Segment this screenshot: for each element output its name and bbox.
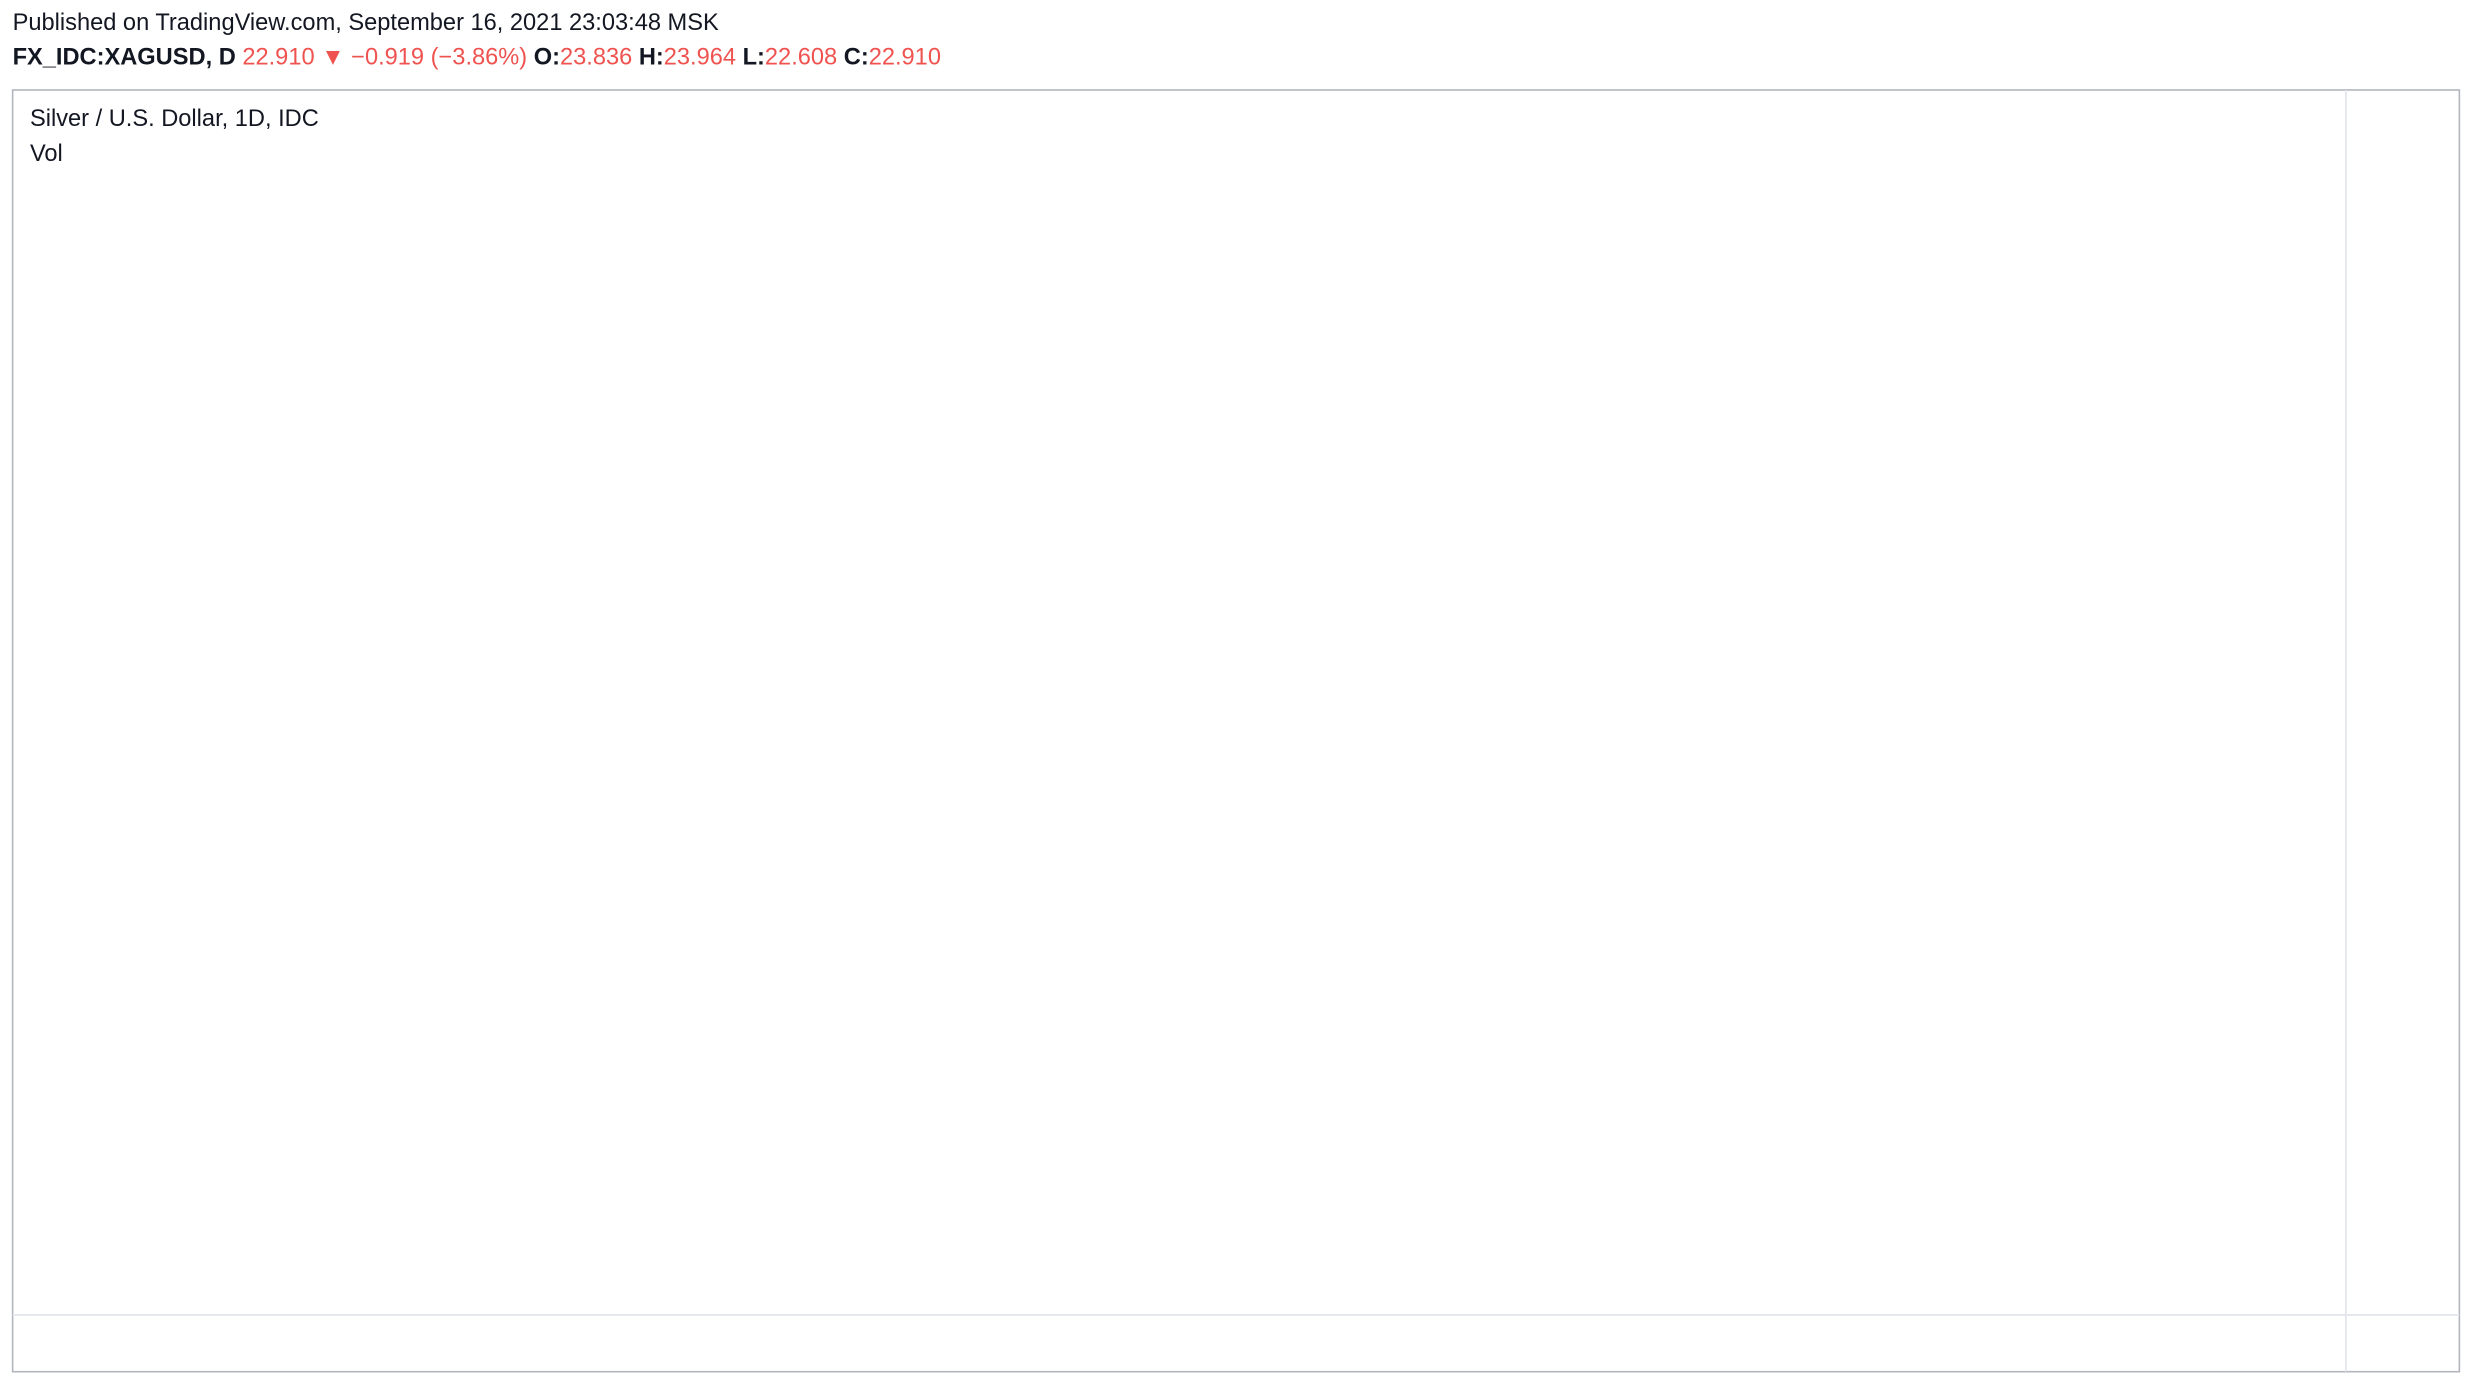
chart-title: Silver / U.S. Dollar, 1D, IDC (30, 106, 319, 132)
o-label: O: (534, 45, 560, 71)
h-label: H: (639, 45, 664, 71)
l: 22.608 (765, 45, 837, 71)
h: 23.964 (664, 45, 736, 71)
arrow: ▼ (321, 45, 344, 71)
chart-subtitle: Vol (30, 141, 63, 167)
quote-line: FX_IDC:XAGUSD, D 22.910 ▼ −0.919 (−3.86%… (13, 45, 941, 71)
c-label: C: (844, 45, 869, 71)
l-label: L: (743, 45, 765, 71)
published: Published on TradingView.com, September … (13, 10, 719, 36)
change: −0.919 (−3.86%) (351, 45, 527, 71)
last: 22.910 (242, 45, 314, 71)
c: 22.910 (869, 45, 941, 71)
chart-frame (11, 89, 2461, 1373)
symbol: FX_IDC:XAGUSD, D (13, 45, 236, 71)
o: 23.836 (560, 45, 632, 71)
